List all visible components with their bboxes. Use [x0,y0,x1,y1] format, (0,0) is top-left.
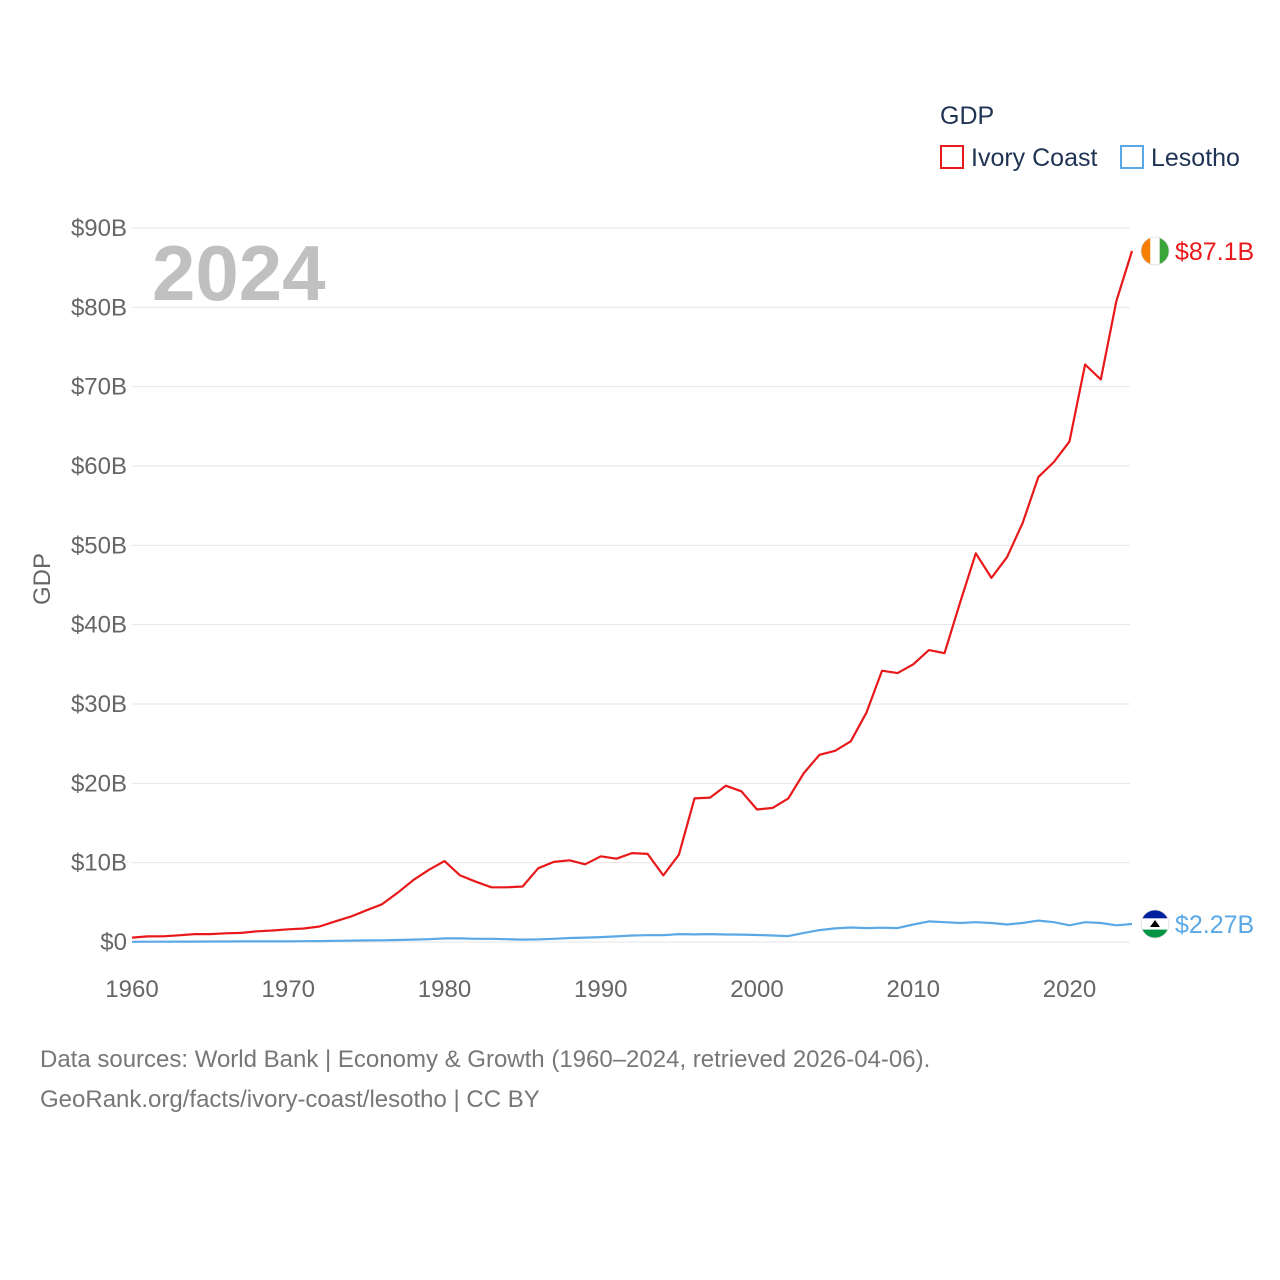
y-tick-label: $10B [71,850,127,877]
x-tick-label: 1990 [574,976,627,1003]
x-tick-labels: 1960 1970 1980 1990 2000 2010 2020 [105,976,1096,1003]
y-tick-label: $90B [71,215,127,242]
ivory-coast-flag-icon [1140,236,1170,266]
legend-item-lesotho[interactable]: Lesotho [1120,144,1240,172]
data-sources-text: Data sources: World Bank | Economy & Gro… [40,1046,931,1073]
legend-swatch-lesotho [1120,145,1144,169]
y-tick-label: $20B [71,770,127,797]
attribution-link[interactable]: GeoRank.org/facts/ivory-coast/lesotho | … [40,1086,540,1113]
series-line-ivory-coast[interactable] [131,250,1134,939]
footer: Data sources: World Bank | Economy & Gro… [40,1040,930,1120]
end-value-label-lesotho: $2.27B [1175,911,1254,939]
y-tick-label: $80B [71,294,127,321]
legend-label-lesotho: Lesotho [1151,144,1240,172]
year-display: 2024 [152,229,326,317]
y-tick-label: $0 [100,929,127,956]
y-tick-label: $50B [71,532,127,559]
y-gridlines [132,227,1130,943]
series-lines [131,250,1134,943]
x-tick-label: 2020 [1043,976,1096,1003]
series-end-markers: $87.1B $2.27B [1140,236,1254,939]
y-tick-label: $60B [71,453,127,480]
x-tick-label: 1970 [262,976,315,1003]
y-tick-label: $30B [71,691,127,718]
y-tick-label: $70B [71,374,127,401]
x-tick-label: 1980 [418,976,471,1003]
y-tick-label: $40B [71,612,127,639]
y-axis-label: GDP [29,553,56,605]
y-tick-labels: $0 $10B $20B $30B $40B $50B $60B $70B $80B $90B [71,215,127,956]
legend-item-ivory-coast[interactable]: Ivory Coast [940,144,1097,172]
end-value-label-ivory-coast: $87.1B [1175,238,1254,266]
x-tick-label: 1960 [105,976,158,1003]
legend-label-ivory-coast: Ivory Coast [971,144,1097,172]
legend: GDP Ivory Coast Lesotho [940,102,1240,172]
legend-swatch-ivory-coast [940,145,964,169]
x-tick-label: 2000 [730,976,783,1003]
x-tick-label: 2010 [887,976,940,1003]
legend-title: GDP [940,102,994,130]
lesotho-flag-icon [1140,909,1170,939]
series-line-lesotho[interactable] [131,919,1133,943]
